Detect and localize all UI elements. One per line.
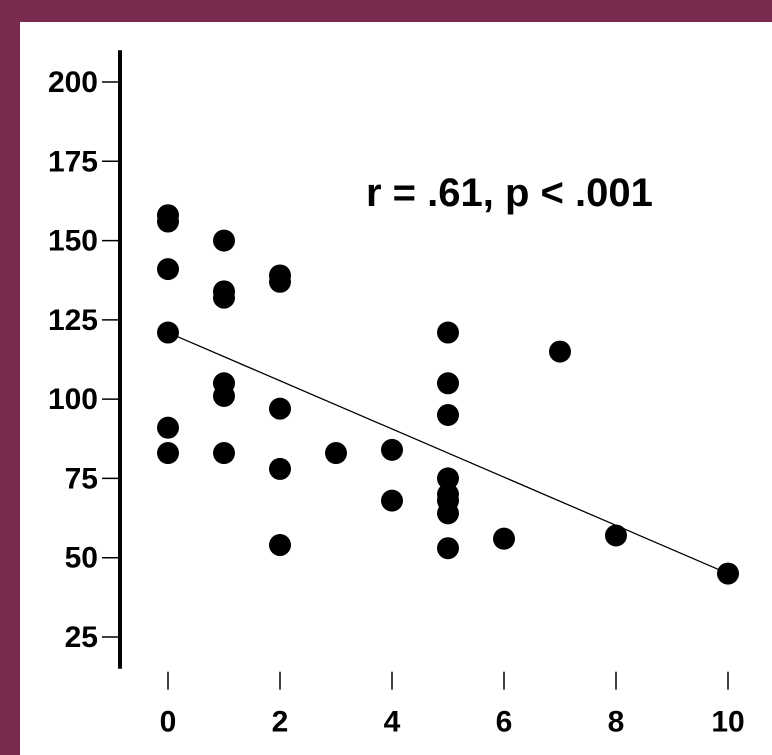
- data-point: [269, 457, 291, 480]
- data-point: [213, 229, 235, 252]
- data-point: [213, 442, 235, 465]
- data-point: [549, 340, 571, 363]
- data-point: [213, 286, 235, 309]
- y-tick-label: 75: [65, 462, 98, 495]
- data-point: [437, 404, 459, 426]
- regression-line: [167, 331, 729, 575]
- data-point: [157, 258, 179, 281]
- scatter-chart: 25 50 75 100 125 150 175 200 0 2 4 6 8 10 r = .61, p…: [48, 50, 745, 739]
- data-point: [493, 527, 515, 550]
- data-point: [437, 467, 459, 490]
- data-point: [605, 524, 627, 547]
- y-tick-label: 175: [48, 145, 98, 178]
- chart-panel: 25 50 75 100 125 150 175 200 0 2 4 6 8 10 r = .61, p…: [20, 22, 772, 755]
- correlation-annotation: r = .61, p < .001: [366, 171, 653, 215]
- data-point: [269, 270, 291, 293]
- data-point: [437, 502, 459, 525]
- y-tick-label: 100: [48, 383, 98, 416]
- data-point: [381, 489, 403, 512]
- data-point: [157, 442, 179, 465]
- data-point: [717, 562, 739, 585]
- data-point: [269, 534, 291, 557]
- data-point: [269, 397, 291, 420]
- data-points: [157, 204, 739, 585]
- data-point: [437, 537, 459, 560]
- y-tick-label: 200: [48, 66, 98, 99]
- x-tick-label: 4: [384, 706, 401, 739]
- y-tick-label: 25: [65, 621, 98, 654]
- y-tick-label: 50: [65, 542, 98, 575]
- x-tick-label: 10: [711, 706, 744, 739]
- x-tick-label: 2: [272, 706, 289, 739]
- data-point: [213, 384, 235, 407]
- x-tick-label: 8: [608, 706, 625, 739]
- x-axis-ticks: 0 2 4 6 8 10: [160, 671, 745, 739]
- data-point: [157, 210, 179, 233]
- data-point: [437, 372, 459, 395]
- y-tick-label: 125: [48, 304, 98, 337]
- data-point: [325, 442, 347, 465]
- data-point: [157, 321, 179, 344]
- data-point: [381, 438, 403, 461]
- data-point: [437, 321, 459, 344]
- y-tick-label: 150: [48, 225, 98, 258]
- x-tick-label: 0: [160, 706, 177, 739]
- x-tick-label: 6: [496, 706, 513, 739]
- data-point: [157, 416, 179, 439]
- y-axis-ticks: 25 50 75 100 125 150 175 200: [48, 66, 120, 654]
